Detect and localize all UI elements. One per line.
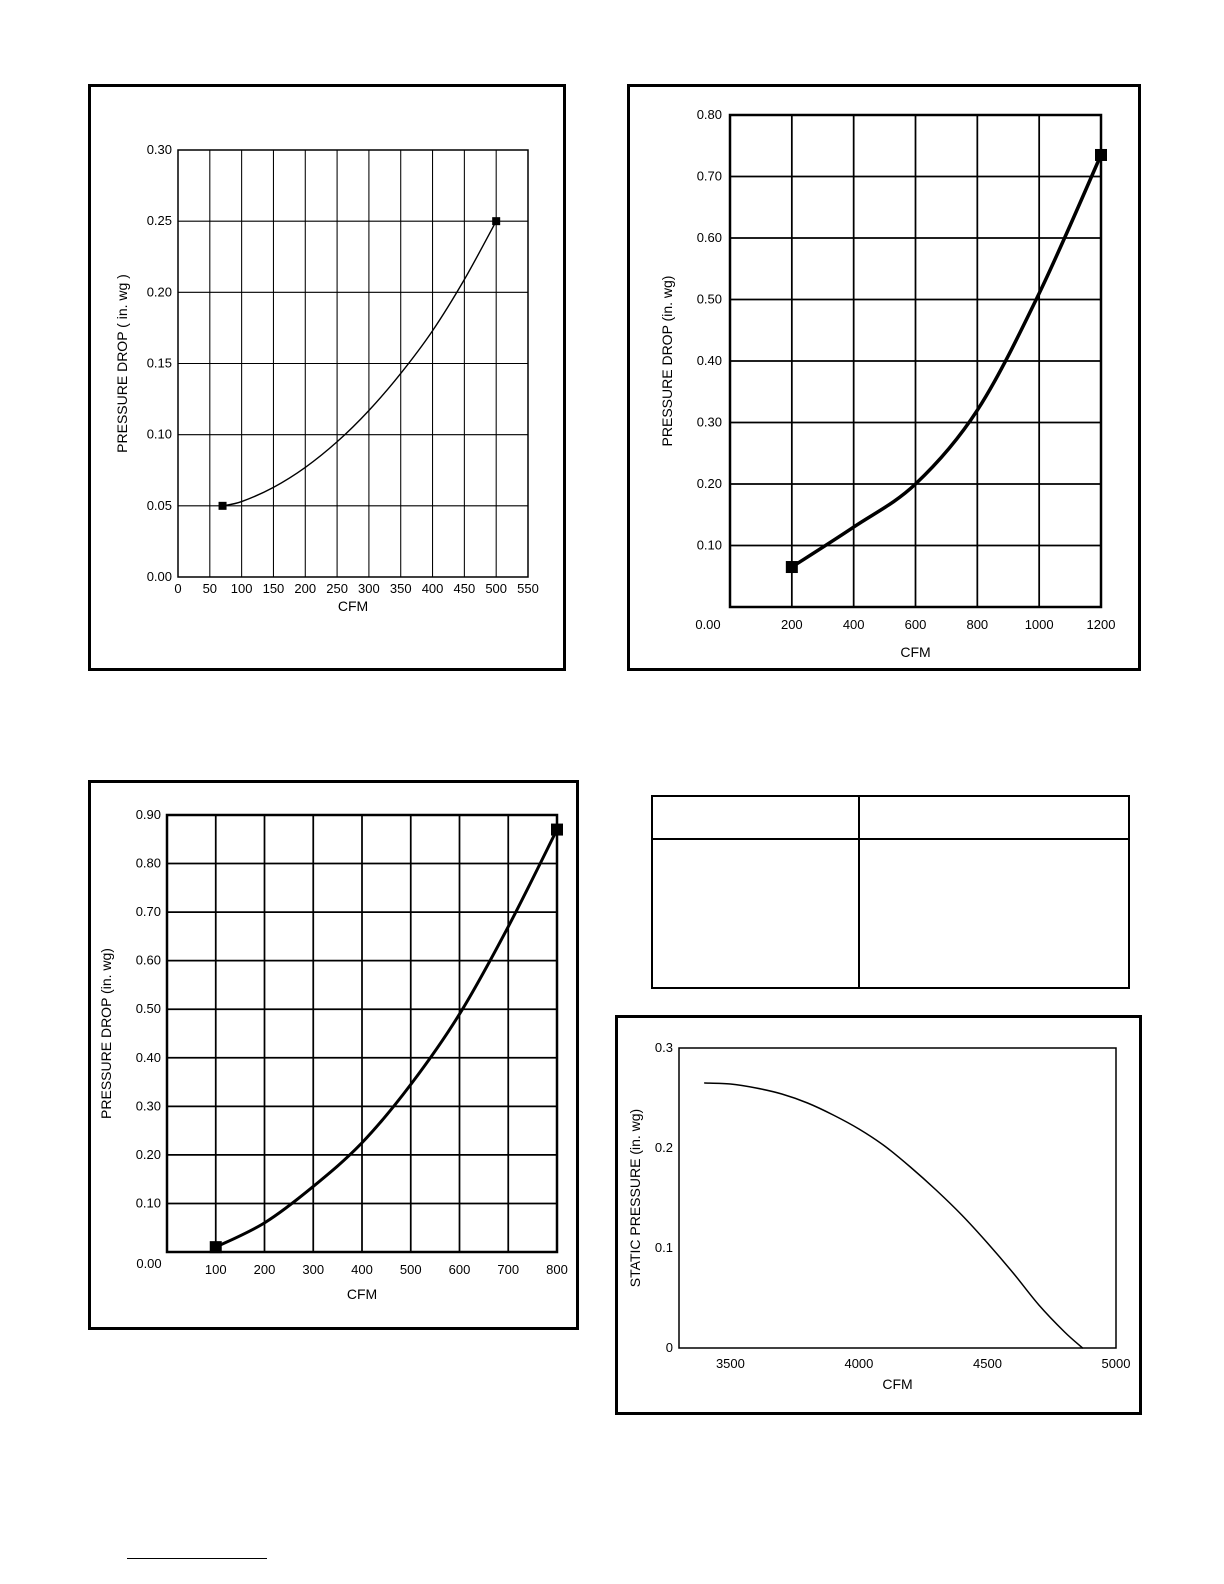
footnote-rule bbox=[127, 1558, 267, 1559]
y-tick-label: 0.10 bbox=[136, 1195, 161, 1210]
chart-svg: 200 400 600 800 1000 1200 0.10 0.20 0.30 0.40 0.50… bbox=[659, 107, 1116, 660]
x-tick-label: 600 bbox=[905, 617, 927, 632]
x-tick-label: 400 bbox=[843, 617, 865, 632]
x-tick-label: 200 bbox=[254, 1262, 276, 1277]
x-tick-label: 400 bbox=[422, 581, 444, 596]
x-tick-label: 500 bbox=[485, 581, 507, 596]
x-tick-label: 700 bbox=[497, 1262, 519, 1277]
y-axis-title: STATIC PRESSURE (in. wg) bbox=[627, 1109, 643, 1287]
x-tick-label: 800 bbox=[546, 1262, 568, 1277]
x-tick-label: 800 bbox=[966, 617, 988, 632]
x-tick-label: 550 bbox=[517, 581, 539, 596]
static-pressure-chart: 3500 4000 4500 5000 0 0.1 0.2 0.3 CFM STATIC PRES… bbox=[615, 1015, 1142, 1415]
series-line bbox=[221, 220, 497, 507]
x-tick-label: 150 bbox=[263, 581, 285, 596]
x-tick-label: 100 bbox=[205, 1262, 227, 1277]
series-line bbox=[214, 828, 559, 1249]
pressure-drop-chart-1: 0 50 100 150 200 250 300 350 400 450 500 550 0.00 0.0… bbox=[88, 84, 566, 671]
data-point-marker bbox=[209, 1241, 222, 1254]
series-line bbox=[790, 153, 1103, 569]
x-tick-label: 250 bbox=[326, 581, 348, 596]
x-tick-label: 0 bbox=[174, 581, 181, 596]
pressure-drop-chart-2: 200 400 600 800 1000 1200 0.10 0.20 0.30 0.40 0.50… bbox=[627, 84, 1141, 671]
y-tick-label: 0.70 bbox=[697, 169, 722, 184]
y-tick-label: 0.10 bbox=[147, 427, 172, 442]
x-axis-title: CFM bbox=[882, 1376, 912, 1392]
y-tick-label: 0.80 bbox=[136, 856, 161, 871]
y-tick-label: 0.05 bbox=[147, 498, 172, 513]
y-tick-label: 0.00 bbox=[147, 569, 172, 584]
table-header-divider bbox=[653, 838, 1128, 840]
y-tick-label: 0.2 bbox=[655, 1140, 673, 1155]
x-tick-label: 1200 bbox=[1087, 617, 1116, 632]
x-tick-label: 200 bbox=[781, 617, 803, 632]
y-tick-label: 0.30 bbox=[697, 415, 722, 430]
data-point-marker bbox=[1095, 148, 1107, 161]
blank-table bbox=[651, 795, 1130, 989]
origin-label: 0.00 bbox=[695, 617, 720, 632]
x-tick-label: 400 bbox=[351, 1262, 373, 1277]
plot-frame bbox=[728, 113, 1103, 609]
x-tick-label: 300 bbox=[302, 1262, 324, 1277]
plot-frame bbox=[165, 813, 559, 1254]
y-tick-label: 0.90 bbox=[136, 807, 161, 822]
y-tick-label: 0 bbox=[666, 1340, 673, 1355]
x-tick-label: 1000 bbox=[1025, 617, 1054, 632]
y-tick-label: 0.60 bbox=[697, 230, 722, 245]
series-line bbox=[703, 1082, 1084, 1349]
data-point-marker bbox=[492, 217, 501, 226]
y-tick-label: 0.10 bbox=[697, 538, 722, 553]
y-tick-label: 0.80 bbox=[697, 107, 722, 122]
y-axis-title: PRESSURE DROP (in. wg) bbox=[659, 276, 675, 447]
data-point-marker bbox=[551, 823, 563, 836]
plot-frame bbox=[678, 1047, 1117, 1349]
y-tick-label: 0.25 bbox=[147, 213, 172, 228]
y-tick-label: 0.50 bbox=[136, 1001, 161, 1016]
x-tick-label: 600 bbox=[449, 1262, 471, 1277]
chart-svg: 100 200 300 400 500 600 700 800 0.10 0.20 0.30 0.40… bbox=[98, 807, 568, 1302]
y-tick-label: 0.40 bbox=[697, 353, 722, 368]
data-point-marker bbox=[785, 561, 798, 574]
chart-svg: 0 50 100 150 200 250 300 350 400 450 500 550 0.00 0.0… bbox=[114, 142, 539, 614]
x-tick-label: 50 bbox=[203, 581, 217, 596]
y-tick-label: 0.20 bbox=[697, 476, 722, 491]
x-tick-label: 500 bbox=[400, 1262, 422, 1277]
plot-frame bbox=[177, 149, 529, 578]
x-tick-label: 300 bbox=[358, 581, 380, 596]
y-tick-label: 0.30 bbox=[136, 1098, 161, 1113]
y-tick-label: 0.70 bbox=[136, 904, 161, 919]
y-tick-label: 0.50 bbox=[697, 292, 722, 307]
origin-label: 0.00 bbox=[136, 1256, 161, 1271]
x-tick-label: 350 bbox=[390, 581, 412, 596]
pressure-drop-chart-3: 100 200 300 400 500 600 700 800 0.10 0.20 0.30 0.40… bbox=[88, 780, 579, 1330]
x-tick-label: 100 bbox=[231, 581, 253, 596]
y-axis-title: PRESSURE DROP ( in. wg ) bbox=[114, 274, 130, 453]
x-tick-label: 4000 bbox=[844, 1356, 873, 1371]
data-point-marker bbox=[218, 501, 227, 510]
x-tick-label: 450 bbox=[454, 581, 476, 596]
y-tick-label: 0.30 bbox=[147, 142, 172, 157]
x-tick-label: 200 bbox=[294, 581, 316, 596]
y-tick-label: 0.40 bbox=[136, 1050, 161, 1065]
y-tick-label: 0.15 bbox=[147, 356, 172, 371]
y-tick-label: 0.1 bbox=[655, 1240, 673, 1255]
y-tick-label: 0.20 bbox=[147, 284, 172, 299]
x-axis-title: CFM bbox=[347, 1286, 377, 1302]
x-axis-title: CFM bbox=[338, 598, 368, 614]
y-tick-label: 0.20 bbox=[136, 1147, 161, 1162]
y-axis-title: PRESSURE DROP (in. wg) bbox=[98, 948, 114, 1119]
table-column-divider bbox=[858, 797, 860, 987]
x-tick-label: 3500 bbox=[716, 1356, 745, 1371]
x-tick-label: 5000 bbox=[1102, 1356, 1131, 1371]
x-axis-title: CFM bbox=[900, 644, 930, 660]
y-tick-label: 0.3 bbox=[655, 1040, 673, 1055]
x-tick-label: 4500 bbox=[973, 1356, 1002, 1371]
chart-svg: 3500 4000 4500 5000 0 0.1 0.2 0.3 CFM STATIC PRES… bbox=[627, 1040, 1131, 1392]
y-tick-label: 0.60 bbox=[136, 953, 161, 968]
